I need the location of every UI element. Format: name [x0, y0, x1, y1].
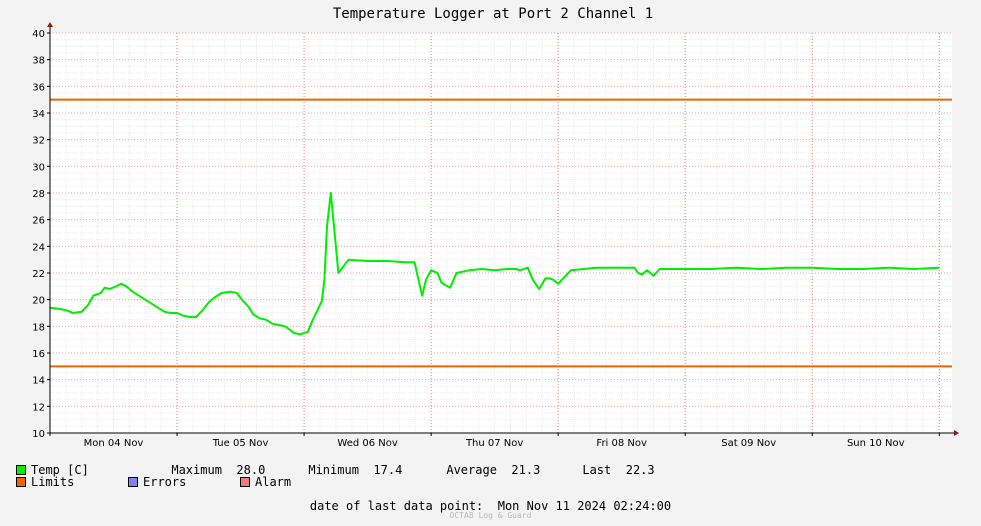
- stat-minimum-value: 17.4: [373, 463, 403, 477]
- stat-last: Last 22.3: [539, 449, 655, 491]
- stat-minimum-label: Minimum: [308, 463, 359, 477]
- y-tick-label: 30: [32, 162, 45, 173]
- legend-row-status: Limits Errors Alarm: [16, 475, 291, 489]
- x-tick-label: Tue 05 Nov: [212, 438, 269, 449]
- stat-average: Average 21.3: [403, 449, 541, 491]
- y-tick-label: 36: [32, 82, 45, 93]
- y-axis-arrow: [47, 22, 53, 27]
- x-tick-label: Wed 06 Nov: [337, 438, 397, 449]
- x-tick-label: Sat 09 Nov: [721, 438, 776, 449]
- last-data-value: Mon Nov 11 2024 02:24:00: [497, 499, 672, 513]
- y-tick-label: 22: [32, 269, 45, 280]
- legend-alarm: Alarm: [240, 475, 291, 489]
- temp-series-line: [49, 192, 940, 336]
- legend-alarm-label: Alarm: [255, 475, 292, 489]
- watermark: OCTA8 Log & Guard: [449, 511, 532, 520]
- legend-limits-label: Limits: [31, 475, 75, 489]
- stat-maximum: Maximum 28.0: [128, 449, 265, 491]
- legend-row-temp: Temp [C] Maximum 28.0 Minimum 17.4 Avera…: [16, 463, 655, 477]
- y-tick-label: 16: [32, 349, 45, 360]
- x-tick-label: Fri 08 Nov: [596, 438, 647, 449]
- stat-average-label: Average: [446, 463, 497, 477]
- stat-last-label: Last: [582, 463, 612, 477]
- y-tick-label: 26: [32, 216, 45, 227]
- x-tick-label: Thu 07 Nov: [465, 438, 523, 449]
- y-tick-label: 40: [32, 29, 45, 40]
- legend-limits: Limits: [16, 475, 128, 489]
- x-axis-arrow: [954, 430, 959, 436]
- last-data-point: date of last data point: Mon Nov 11 2024…: [0, 499, 981, 513]
- legend-alarm-swatch: [240, 477, 250, 487]
- y-tick-label: 28: [32, 189, 45, 200]
- y-tick-label: 32: [32, 136, 45, 147]
- legend-errors-label: Errors: [143, 475, 187, 489]
- y-tick-label: 20: [32, 296, 45, 307]
- y-tick-label: 10: [32, 429, 45, 440]
- y-tick-label: 38: [32, 56, 45, 67]
- legend-temp-swatch: [16, 465, 26, 475]
- stat-average-value: 21.3: [511, 463, 541, 477]
- y-tick-labels: 10 12 14 16 18 20 22 24 26 28 30 32 34 36 38 40: [32, 29, 45, 440]
- legend-errors-swatch: [128, 477, 138, 487]
- chart-title: Temperature Logger at Port 2 Channel 1: [333, 6, 653, 22]
- stat-minimum: Minimum 17.4: [265, 449, 403, 491]
- y-tick-label: 34: [32, 109, 45, 120]
- stat-maximum-label: Maximum: [171, 463, 222, 477]
- y-tick-label: 14: [32, 376, 45, 387]
- axes: [47, 22, 959, 436]
- limit-lines: [50, 98, 952, 368]
- y-tick-label: 24: [32, 242, 45, 253]
- legend-errors: Errors: [128, 475, 240, 489]
- stat-maximum-value: 28.0: [236, 463, 266, 477]
- legend-temp-label: Temp [C]: [31, 463, 89, 477]
- legend-temp: Temp [C]: [16, 463, 128, 477]
- y-tick-label: 12: [32, 402, 45, 413]
- x-tick-label: Mon 04 Nov: [84, 438, 144, 449]
- last-data-label: date of last data point:: [309, 499, 484, 513]
- x-tick-label: Sun 10 Nov: [847, 438, 905, 449]
- legend-limits-swatch: [16, 477, 26, 487]
- y-tick-label: 18: [32, 322, 45, 333]
- stat-last-value: 22.3: [625, 463, 655, 477]
- series-layer: [49, 192, 940, 336]
- x-tick-labels: Mon 04 Nov Tue 05 Nov Wed 06 Nov Thu 07 Nov…: [84, 438, 905, 449]
